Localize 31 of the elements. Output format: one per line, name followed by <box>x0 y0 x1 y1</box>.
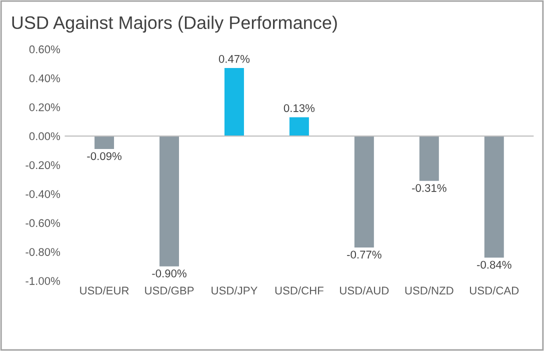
data-label: 0.47% <box>218 55 250 63</box>
x-tick-label: USD/GBP <box>145 286 194 295</box>
data-label: -0.84% <box>477 260 512 269</box>
bar <box>224 68 244 136</box>
data-label: -0.90% <box>152 270 186 278</box>
y-tick-label: -0.40% <box>26 190 60 198</box>
bar <box>354 136 374 248</box>
y-tick-label: 0.00% <box>29 132 60 140</box>
x-tick-label: USD/JPY <box>212 286 258 295</box>
chart-title: USD Against Majors (Daily Performance) <box>12 16 337 33</box>
bar <box>289 117 309 136</box>
y-tick-label: -0.20% <box>26 161 60 170</box>
x-tick-label: USD/CAD <box>470 286 519 295</box>
bar <box>94 136 114 150</box>
bar <box>419 136 439 181</box>
y-tick-label: -0.80% <box>26 248 60 256</box>
data-label: -0.31% <box>412 184 446 192</box>
data-label: 0.13% <box>284 104 315 112</box>
y-tick-label: 0.60% <box>29 45 60 54</box>
y-tick-label: 0.20% <box>29 103 60 112</box>
y-tick-label: 0.40% <box>29 74 60 82</box>
data-label: -0.77% <box>347 250 382 259</box>
y-tick-label: -1.00% <box>26 277 60 285</box>
x-tick-label: USD/CHF <box>275 286 324 295</box>
x-tick-label: USD/AUD <box>340 286 389 295</box>
x-tick-label: USD/NZD <box>405 286 454 295</box>
bar <box>160 136 179 266</box>
x-tick-label: USD/EUR <box>80 286 129 295</box>
bar <box>484 136 504 258</box>
y-tick-label: -0.60% <box>26 219 60 228</box>
data-label: -0.09% <box>87 152 122 160</box>
